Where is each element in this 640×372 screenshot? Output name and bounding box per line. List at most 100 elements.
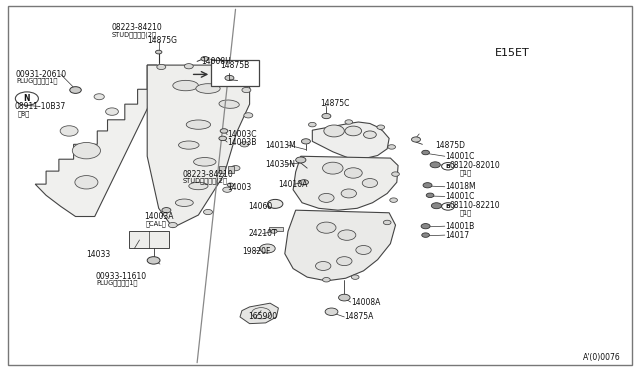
Circle shape xyxy=(300,180,308,185)
Circle shape xyxy=(260,244,275,253)
Circle shape xyxy=(324,125,344,137)
Circle shape xyxy=(442,203,454,210)
Polygon shape xyxy=(312,122,389,159)
Ellipse shape xyxy=(179,141,199,149)
Text: 00933-11610: 00933-11610 xyxy=(96,272,147,281)
Ellipse shape xyxy=(196,84,220,93)
Text: 14875C: 14875C xyxy=(320,99,349,108)
Circle shape xyxy=(392,172,399,176)
Text: 14008H: 14008H xyxy=(202,57,232,66)
Circle shape xyxy=(325,308,338,315)
Circle shape xyxy=(147,257,160,264)
Text: （1）: （1） xyxy=(460,209,472,216)
Text: 08120-82010: 08120-82010 xyxy=(450,161,500,170)
Text: 165900: 165900 xyxy=(248,312,278,321)
Ellipse shape xyxy=(219,100,239,108)
Circle shape xyxy=(212,65,221,70)
Text: 14003B: 14003B xyxy=(227,138,257,147)
Circle shape xyxy=(422,233,429,237)
Text: 14001B: 14001B xyxy=(445,222,474,231)
Text: 14010A: 14010A xyxy=(278,180,308,189)
Circle shape xyxy=(168,222,177,228)
Circle shape xyxy=(201,57,209,61)
Text: 14018M: 14018M xyxy=(445,182,476,191)
Text: 24210T: 24210T xyxy=(248,229,277,238)
Text: 14001C: 14001C xyxy=(445,152,474,161)
Circle shape xyxy=(341,189,356,198)
Circle shape xyxy=(323,162,343,174)
Circle shape xyxy=(156,50,162,54)
Circle shape xyxy=(426,193,434,198)
Circle shape xyxy=(301,139,310,144)
Text: A'(0)0076: A'(0)0076 xyxy=(583,353,621,362)
Text: 08223-84210: 08223-84210 xyxy=(182,170,233,179)
Circle shape xyxy=(339,294,350,301)
Circle shape xyxy=(60,126,78,136)
Circle shape xyxy=(271,230,277,233)
Circle shape xyxy=(72,142,100,159)
Circle shape xyxy=(296,157,306,163)
Text: 14875B: 14875B xyxy=(221,61,250,70)
Circle shape xyxy=(184,64,193,69)
Circle shape xyxy=(225,76,234,81)
Circle shape xyxy=(356,246,371,254)
Circle shape xyxy=(317,222,336,233)
Text: （8）: （8） xyxy=(18,110,30,117)
Circle shape xyxy=(219,136,227,141)
Circle shape xyxy=(344,168,362,178)
Circle shape xyxy=(204,209,212,215)
Text: STUDスタッド(2）: STUDスタッド(2） xyxy=(112,31,157,38)
Bar xyxy=(129,231,169,248)
Circle shape xyxy=(351,275,359,279)
Circle shape xyxy=(412,137,420,142)
Ellipse shape xyxy=(189,182,208,190)
Polygon shape xyxy=(293,156,398,210)
Circle shape xyxy=(319,193,334,202)
Ellipse shape xyxy=(186,120,211,129)
Polygon shape xyxy=(35,65,157,217)
Text: 14035N: 14035N xyxy=(266,160,296,169)
Text: 14003C: 14003C xyxy=(227,130,257,139)
Text: STUDスタッド(2）: STUDスタッド(2） xyxy=(182,177,227,184)
Polygon shape xyxy=(285,210,396,281)
Circle shape xyxy=(337,257,352,266)
Circle shape xyxy=(75,176,98,189)
Circle shape xyxy=(220,129,228,133)
Circle shape xyxy=(94,94,104,100)
Circle shape xyxy=(442,163,454,170)
Circle shape xyxy=(362,179,378,187)
Text: 14017: 14017 xyxy=(445,231,469,240)
Circle shape xyxy=(70,87,81,93)
Circle shape xyxy=(338,230,356,240)
Circle shape xyxy=(322,113,331,119)
Text: PLUGブラグ（1）: PLUGブラグ（1） xyxy=(96,279,138,286)
Ellipse shape xyxy=(173,80,198,91)
Circle shape xyxy=(345,126,362,136)
Circle shape xyxy=(244,113,253,118)
Text: E15ET: E15ET xyxy=(495,48,529,58)
Circle shape xyxy=(422,150,429,155)
Text: B: B xyxy=(445,164,451,169)
Text: PLUGブラグ（1）: PLUGブラグ（1） xyxy=(16,78,58,84)
Text: （1）: （1） xyxy=(460,169,472,176)
Circle shape xyxy=(377,125,385,129)
Text: （CAL）: （CAL） xyxy=(146,220,166,227)
Circle shape xyxy=(430,162,440,168)
Text: 14060: 14060 xyxy=(248,202,273,211)
Text: 14008A: 14008A xyxy=(351,298,380,307)
Polygon shape xyxy=(147,65,250,228)
Bar xyxy=(219,166,225,173)
Circle shape xyxy=(364,131,376,138)
Circle shape xyxy=(223,187,232,192)
Text: 00931-20610: 00931-20610 xyxy=(16,70,67,79)
Circle shape xyxy=(242,87,251,93)
Circle shape xyxy=(157,64,166,70)
Polygon shape xyxy=(240,303,278,324)
Circle shape xyxy=(323,278,330,282)
Circle shape xyxy=(423,183,432,188)
Text: 19820F: 19820F xyxy=(242,247,270,256)
Text: 08110-82210: 08110-82210 xyxy=(450,201,500,210)
Circle shape xyxy=(231,166,240,171)
Circle shape xyxy=(162,208,171,213)
Circle shape xyxy=(15,92,38,105)
